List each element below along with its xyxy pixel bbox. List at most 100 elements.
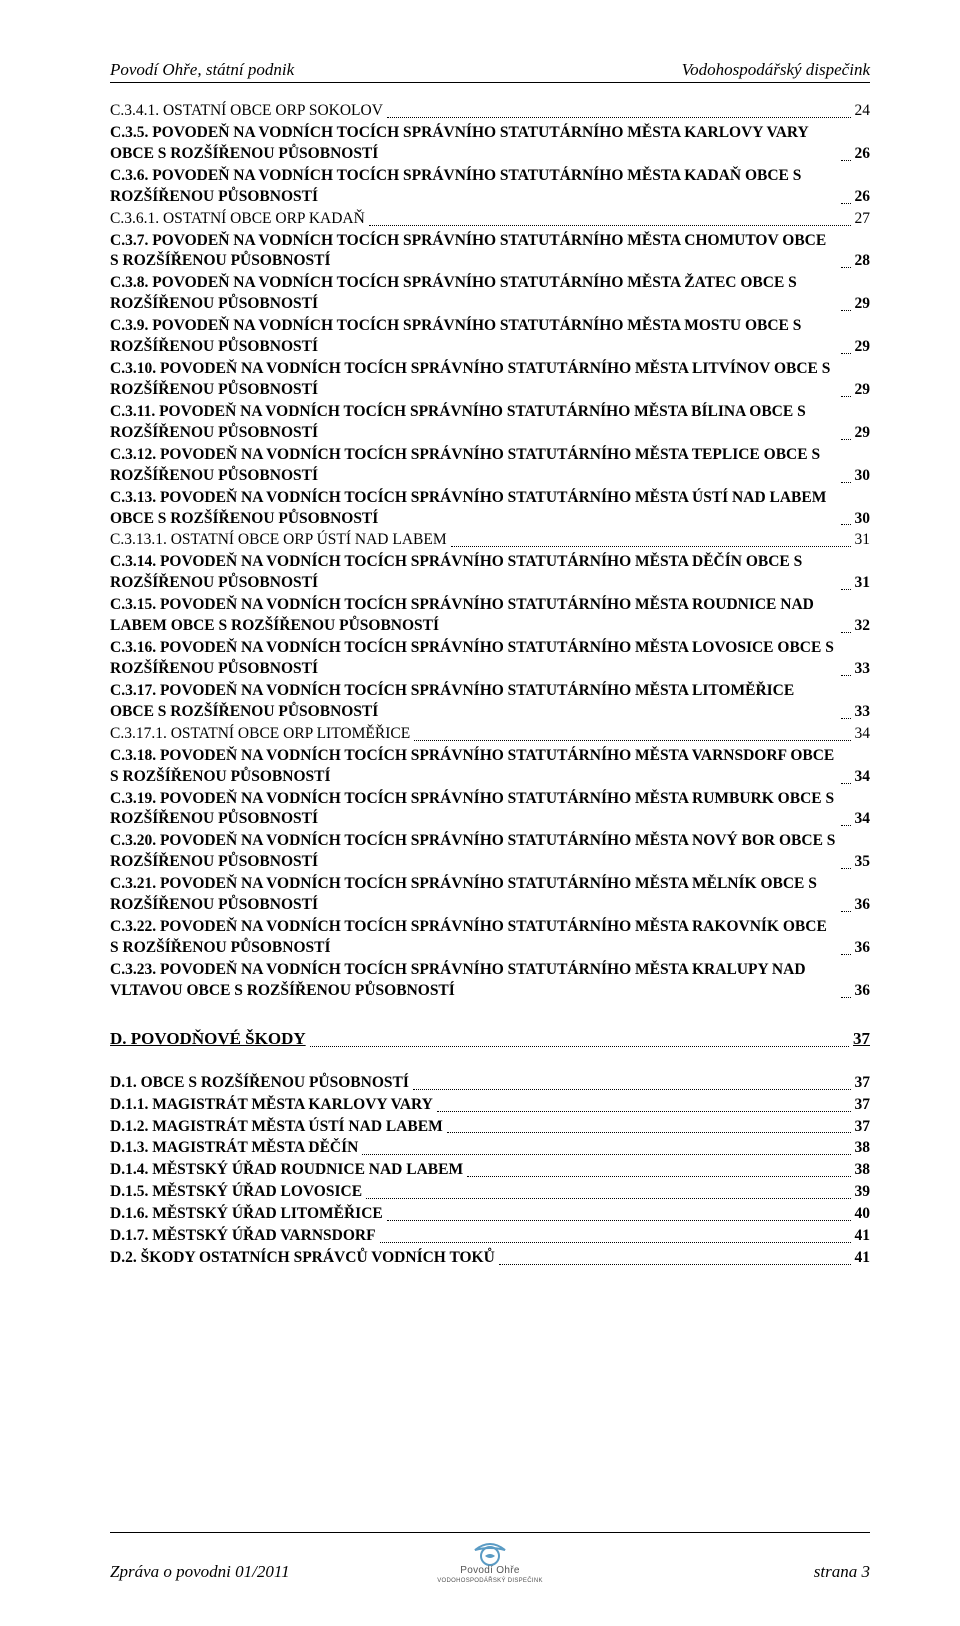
toc-entry-page: 29 xyxy=(855,380,871,401)
toc-entry-page: 33 xyxy=(855,659,871,680)
toc-leader-dots xyxy=(841,396,851,397)
toc-entry-page: 34 xyxy=(855,767,871,788)
toc-leader-dots xyxy=(841,997,851,998)
toc-entry: C.3.14. POVODEŇ NA VODNÍCH TOCÍCH SPRÁVN… xyxy=(110,552,870,594)
toc-entry: C.3.21. POVODEŇ NA VODNÍCH TOCÍCH SPRÁVN… xyxy=(110,874,870,916)
toc-entry-page: 36 xyxy=(855,938,871,959)
toc-entry-label: C.3.8. POVODEŇ NA VODNÍCH TOCÍCH SPRÁVNÍ… xyxy=(110,273,837,315)
toc-entry: C.3.23. POVODEŇ NA VODNÍCH TOCÍCH SPRÁVN… xyxy=(110,960,870,1002)
toc-entry-page: 41 xyxy=(855,1226,871,1247)
toc-entry: C.3.4.1. OSTATNÍ OBCE ORP SOKOLOV24 xyxy=(110,101,870,122)
toc-leader-dots xyxy=(841,160,851,161)
toc-leader-dots xyxy=(437,1111,851,1112)
toc-entry: D.1.7. MĚSTSKÝ ÚŘAD VARNSDORF 41 xyxy=(110,1226,870,1247)
toc-entry: C.3.10. POVODEŇ NA VODNÍCH TOCÍCH SPRÁVN… xyxy=(110,359,870,401)
toc-leader-dots xyxy=(841,310,851,311)
toc-entry-label: D. POVODŇOVÉ ŠKODY xyxy=(110,1028,306,1051)
toc-entry-label: C.3.12. POVODEŇ NA VODNÍCH TOCÍCH SPRÁVN… xyxy=(110,445,837,487)
toc-entry-label: C.3.18. POVODEŇ NA VODNÍCH TOCÍCH SPRÁVN… xyxy=(110,746,837,788)
toc-entry-label: D.2. ŠKODY OSTATNÍCH SPRÁVCŮ VODNÍCH TOK… xyxy=(110,1248,495,1269)
toc-entry-page: 27 xyxy=(855,209,871,230)
toc-entry-page: 26 xyxy=(855,144,871,165)
toc-entry-label: C.3.6. POVODEŇ NA VODNÍCH TOCÍCH SPRÁVNÍ… xyxy=(110,166,837,208)
toc-leader-dots xyxy=(841,868,851,869)
toc-entry-page: 37 xyxy=(855,1073,871,1094)
toc-entry: D.1.3. MAGISTRÁT MĚSTA DĚČÍN38 xyxy=(110,1138,870,1159)
header-right: Vodohospodářský dispečink xyxy=(682,60,870,80)
toc-entry-label: C.3.13. POVODEŇ NA VODNÍCH TOCÍCH SPRÁVN… xyxy=(110,488,837,530)
toc-leader-dots xyxy=(387,1220,851,1221)
footer-left: Zpráva o povodni 01/2011 xyxy=(110,1562,363,1582)
toc-leader-dots xyxy=(841,353,851,354)
toc-entry-page: 35 xyxy=(855,852,871,873)
toc-entry: C.3.13.1. OSTATNÍ OBCE ORP ÚSTÍ NAD LABE… xyxy=(110,530,870,551)
svg-text:Povodí Ohře: Povodí Ohře xyxy=(460,1565,520,1576)
table-of-contents: C.3.4.1. OSTATNÍ OBCE ORP SOKOLOV24C.3.5… xyxy=(110,101,870,1002)
toc-entry-page: 30 xyxy=(855,466,871,487)
page-footer: Zpráva o povodni 01/2011 Povodí Ohře VOD… xyxy=(110,1532,870,1582)
toc-entry-label: C.3.16. POVODEŇ NA VODNÍCH TOCÍCH SPRÁVN… xyxy=(110,638,837,680)
toc-leader-dots xyxy=(841,482,851,483)
toc-entry: C.3.8. POVODEŇ NA VODNÍCH TOCÍCH SPRÁVNÍ… xyxy=(110,273,870,315)
toc-entry: D.2. ŠKODY OSTATNÍCH SPRÁVCŮ VODNÍCH TOK… xyxy=(110,1248,870,1269)
header-left: Povodí Ohře, státní podnik xyxy=(110,60,294,80)
toc-entry: C.3.17. POVODEŇ NA VODNÍCH TOCÍCH SPRÁVN… xyxy=(110,681,870,723)
toc-entry-label: D.1.4. MĚSTSKÝ ÚŘAD ROUDNICE NAD LABEM xyxy=(110,1160,463,1181)
toc-entry-label: C.3.17. POVODEŇ NA VODNÍCH TOCÍCH SPRÁVN… xyxy=(110,681,837,723)
toc-entry: C.3.18. POVODEŇ NA VODNÍCH TOCÍCH SPRÁVN… xyxy=(110,746,870,788)
toc-entry-page: 39 xyxy=(855,1182,871,1203)
toc-entry-page: 41 xyxy=(855,1248,871,1269)
toc-entry-label: D.1.3. MAGISTRÁT MĚSTA DĚČÍN xyxy=(110,1138,358,1159)
toc-entry-label: C.3.15. POVODEŇ NA VODNÍCH TOCÍCH SPRÁVN… xyxy=(110,595,837,637)
toc-entry-label: D.1.5. MĚSTSKÝ ÚŘAD LOVOSICE xyxy=(110,1182,362,1203)
toc-entry-page: 37 xyxy=(853,1028,870,1051)
toc-entry-label: D.1.2. MAGISTRÁT MĚSTA ÚSTÍ NAD LABEM xyxy=(110,1117,443,1138)
toc-entry-page: 37 xyxy=(855,1117,871,1138)
footer-logo: Povodí Ohře VODOHOSPODÁŘSKÝ DISPEČINK xyxy=(363,1536,616,1582)
toc-entry: D.1.2. MAGISTRÁT MĚSTA ÚSTÍ NAD LABEM 37 xyxy=(110,1117,870,1138)
toc-entry: C.3.12. POVODEŇ NA VODNÍCH TOCÍCH SPRÁVN… xyxy=(110,445,870,487)
toc-entry-label: C.3.23. POVODEŇ NA VODNÍCH TOCÍCH SPRÁVN… xyxy=(110,960,837,1002)
toc-entry-page: 28 xyxy=(855,251,871,272)
toc-entry-page: 32 xyxy=(855,616,871,637)
toc-entry-label: C.3.19. POVODEŇ NA VODNÍCH TOCÍCH SPRÁVN… xyxy=(110,789,837,831)
toc-entry-page: 29 xyxy=(855,294,871,315)
toc-leader-dots xyxy=(369,225,851,226)
toc-entry-label: C.3.11. POVODEŇ NA VODNÍCH TOCÍCH SPRÁVN… xyxy=(110,402,837,444)
footer-right: strana 3 xyxy=(617,1562,870,1582)
toc-entry-label: C.3.6.1. OSTATNÍ OBCE ORP KADAŇ xyxy=(110,209,365,230)
toc-entry: C.3.22. POVODEŇ NA VODNÍCH TOCÍCH SPRÁVN… xyxy=(110,917,870,959)
toc-entry-label: C.3.10. POVODEŇ NA VODNÍCH TOCÍCH SPRÁVN… xyxy=(110,359,837,401)
organization-logo-icon: Povodí Ohře VODOHOSPODÁŘSKÝ DISPEČINK xyxy=(435,1536,545,1582)
toc-entry-label: D.1.7. MĚSTSKÝ ÚŘAD VARNSDORF xyxy=(110,1226,376,1247)
toc-leader-dots xyxy=(841,524,851,525)
toc-entry-label: C.3.21. POVODEŇ NA VODNÍCH TOCÍCH SPRÁVN… xyxy=(110,874,837,916)
toc-entry-page: 37 xyxy=(855,1095,871,1116)
toc-entry: C.3.20. POVODEŇ NA VODNÍCH TOCÍCH SPRÁVN… xyxy=(110,831,870,873)
toc-entry-page: 33 xyxy=(855,702,871,723)
toc-entry-label: D.1.6. MĚSTSKÝ ÚŘAD LITOMĚŘICE xyxy=(110,1204,383,1225)
toc-entry-page: 24 xyxy=(855,101,871,122)
toc-entry-page: 34 xyxy=(855,724,871,745)
toc-entry-label: C.3.17.1. OSTATNÍ OBCE ORP LITOMĚŘICE xyxy=(110,724,410,745)
toc-entry: C.3.9. POVODEŇ NA VODNÍCH TOCÍCH SPRÁVNÍ… xyxy=(110,316,870,358)
toc-entry-page: 29 xyxy=(855,337,871,358)
toc-leader-dots xyxy=(841,439,851,440)
toc-leader-dots xyxy=(841,718,851,719)
toc-leader-dots xyxy=(447,1132,851,1133)
toc-entry: D.1.1. MAGISTRÁT MĚSTA KARLOVY VARY37 xyxy=(110,1095,870,1116)
toc-entry: C.3.7. POVODEŇ NA VODNÍCH TOCÍCH SPRÁVNÍ… xyxy=(110,231,870,273)
toc-leader-dots xyxy=(413,1089,851,1090)
toc-entry-label: C.3.22. POVODEŇ NA VODNÍCH TOCÍCH SPRÁVN… xyxy=(110,917,837,959)
toc-leader-dots xyxy=(841,267,851,268)
toc-leader-dots xyxy=(841,783,851,784)
toc-entry: D.1.6. MĚSTSKÝ ÚŘAD LITOMĚŘICE40 xyxy=(110,1204,870,1225)
toc-leader-dots xyxy=(467,1176,850,1177)
toc-entry: C.3.15. POVODEŇ NA VODNÍCH TOCÍCH SPRÁVN… xyxy=(110,595,870,637)
toc-leader-dots xyxy=(310,1046,849,1047)
toc-section-d-header: D. POVODŇOVÉ ŠKODY 37 xyxy=(110,1028,870,1051)
toc-entry: D.1.4. MĚSTSKÝ ÚŘAD ROUDNICE NAD LABEM38 xyxy=(110,1160,870,1181)
toc-leader-dots xyxy=(499,1264,851,1265)
toc-entry: C.3.6. POVODEŇ NA VODNÍCH TOCÍCH SPRÁVNÍ… xyxy=(110,166,870,208)
toc-entry-label: C.3.20. POVODEŇ NA VODNÍCH TOCÍCH SPRÁVN… xyxy=(110,831,837,873)
